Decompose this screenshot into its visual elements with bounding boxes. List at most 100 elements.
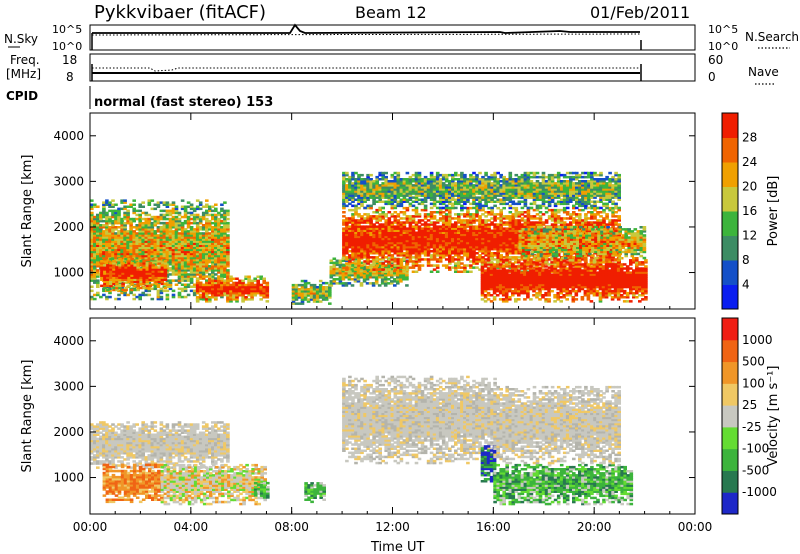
power-cell bbox=[150, 238, 155, 241]
power-cell bbox=[99, 224, 103, 227]
power-cell bbox=[217, 244, 221, 247]
power-cell bbox=[133, 268, 137, 271]
power-cell bbox=[121, 274, 125, 277]
power-cell bbox=[105, 217, 109, 221]
power-cell bbox=[414, 264, 419, 267]
power-cell bbox=[300, 286, 305, 289]
freq-unit: [MHz] bbox=[6, 67, 41, 81]
power-cell bbox=[220, 285, 224, 289]
power-cell bbox=[372, 247, 376, 251]
power-cell bbox=[387, 260, 392, 263]
power-cell bbox=[335, 259, 340, 262]
power-cell bbox=[454, 254, 458, 257]
power-cell bbox=[329, 273, 334, 277]
power-cell bbox=[139, 260, 143, 263]
power-cell bbox=[475, 239, 479, 243]
power-cell bbox=[469, 221, 473, 224]
power-cell bbox=[405, 262, 410, 265]
power-cell bbox=[454, 231, 458, 234]
power-cell bbox=[478, 256, 482, 259]
power-cell bbox=[168, 234, 173, 237]
power-cell bbox=[105, 250, 109, 254]
power-cell bbox=[490, 239, 494, 243]
power-cell bbox=[189, 242, 194, 245]
power-cell bbox=[463, 270, 467, 273]
power-cell bbox=[96, 285, 100, 288]
power-cell bbox=[168, 281, 173, 284]
power-cell bbox=[90, 289, 94, 293]
power-cell bbox=[121, 278, 125, 281]
power-cell bbox=[303, 281, 308, 285]
power-cell bbox=[126, 213, 130, 217]
power-cell bbox=[117, 217, 121, 221]
power-cell bbox=[141, 211, 145, 215]
power-cell bbox=[357, 231, 361, 234]
power-cell bbox=[472, 260, 476, 263]
power-cell bbox=[429, 215, 434, 218]
power-cell bbox=[150, 240, 155, 243]
power-cell bbox=[393, 239, 398, 243]
power-cell bbox=[303, 279, 308, 283]
power-cell bbox=[150, 236, 155, 239]
power-cell bbox=[108, 219, 112, 223]
power-cell bbox=[444, 245, 449, 249]
power-cell bbox=[100, 266, 104, 269]
power-cell bbox=[460, 250, 464, 253]
power-cell bbox=[405, 278, 409, 281]
power-cell bbox=[147, 203, 152, 206]
power-cell bbox=[139, 264, 143, 267]
power-cell bbox=[165, 203, 170, 206]
power-cell bbox=[96, 234, 100, 237]
power-cell bbox=[159, 244, 164, 247]
power-cell bbox=[381, 211, 385, 214]
power-cell bbox=[399, 229, 404, 232]
power-cell bbox=[475, 243, 479, 247]
power-cell bbox=[393, 241, 398, 245]
power-cell bbox=[114, 238, 118, 241]
power-cell bbox=[356, 273, 361, 277]
power-cell bbox=[348, 264, 352, 267]
power-cell bbox=[195, 228, 200, 231]
power-cell bbox=[478, 241, 482, 245]
power-cell bbox=[109, 257, 113, 261]
power-cell bbox=[466, 215, 470, 218]
power-cell bbox=[205, 269, 209, 272]
power-cell bbox=[381, 250, 385, 253]
power-cell bbox=[124, 272, 128, 275]
power-cell bbox=[186, 219, 191, 223]
power-cell bbox=[411, 260, 416, 263]
power-cell bbox=[475, 215, 479, 218]
power-cell bbox=[138, 295, 142, 299]
power-cell bbox=[111, 242, 115, 245]
power-cell bbox=[396, 264, 401, 267]
power-cell bbox=[90, 242, 94, 245]
power-cell bbox=[165, 260, 170, 264]
power-cell bbox=[189, 217, 194, 221]
power-cell bbox=[318, 292, 323, 295]
power-cell bbox=[118, 266, 122, 269]
power-cell bbox=[141, 246, 145, 250]
power-cell bbox=[460, 241, 464, 245]
power-cell bbox=[198, 294, 203, 297]
power-cell bbox=[168, 230, 173, 233]
power-cell bbox=[363, 247, 367, 251]
power-cell bbox=[102, 254, 106, 258]
power-cell bbox=[165, 281, 170, 284]
power-cell bbox=[217, 289, 221, 293]
power-cell bbox=[186, 240, 191, 243]
power-cell bbox=[192, 271, 197, 274]
power-cell bbox=[372, 250, 376, 253]
power-cell bbox=[484, 241, 488, 245]
power-cell bbox=[393, 264, 398, 267]
power-cell bbox=[484, 221, 488, 224]
power-cell bbox=[372, 229, 376, 232]
power-cell bbox=[223, 230, 227, 233]
power-cell bbox=[294, 294, 299, 297]
power-cell bbox=[438, 241, 443, 245]
power-cell bbox=[99, 244, 103, 247]
power-cell bbox=[111, 215, 115, 219]
power-cell bbox=[115, 284, 119, 288]
power-cell bbox=[220, 215, 224, 219]
power-cell bbox=[120, 248, 124, 252]
power-cell bbox=[214, 240, 218, 243]
